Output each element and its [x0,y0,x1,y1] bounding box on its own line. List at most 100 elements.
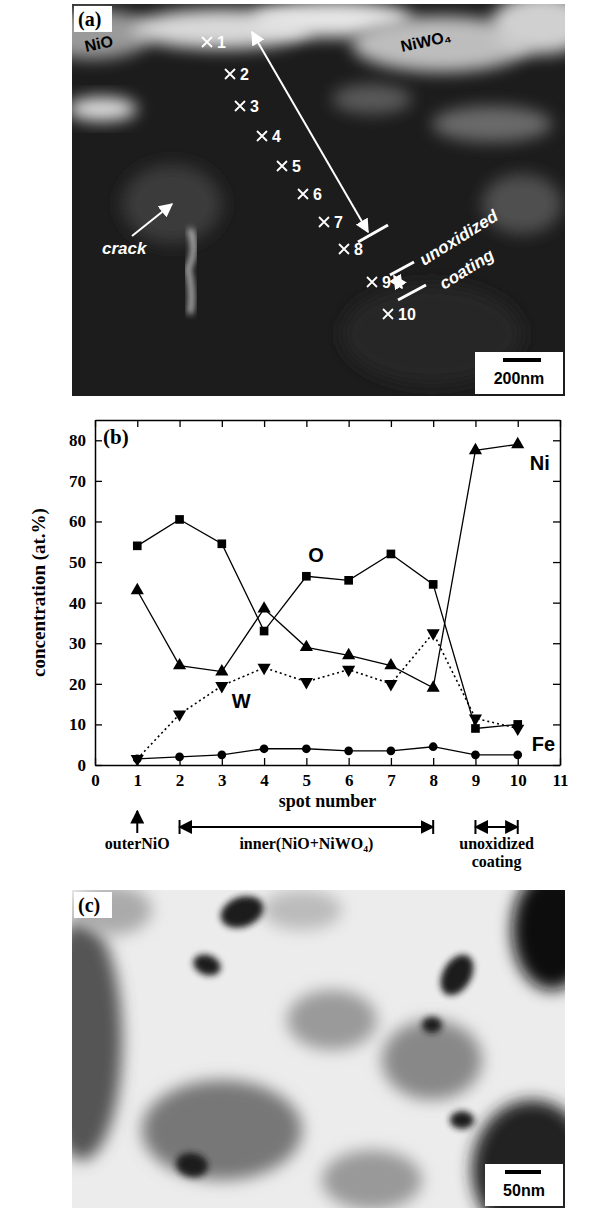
tick-mark [95,481,102,482]
tick-mark [179,420,180,427]
x-axis-tick: 9 [472,758,481,790]
annotation-line: coating [472,853,522,871]
marker [300,640,313,651]
marker [471,750,480,759]
y-axis-right-tick [553,521,560,522]
x-axis-top-tick [475,420,476,427]
tick-mark [264,420,265,427]
y-axis-tick: 60 [69,512,102,531]
tick-mark [95,562,102,563]
tick-mark [306,420,307,427]
marker [427,629,440,640]
image-texture [287,990,377,1050]
y-axis-right-tick [553,562,560,563]
layer-bar [398,285,426,300]
image-texture [472,1100,565,1208]
tick-mark [553,440,560,441]
crack-arrow [132,204,172,236]
scale-box [475,352,563,394]
tick-mark [222,420,223,427]
tick-mark [95,684,102,685]
spot-number: 9 [382,274,391,291]
image-texture [432,106,552,142]
marker [429,580,438,589]
spot-cross [225,69,235,79]
y-axis-tick: 50 [69,553,102,572]
y-axis-title: concentration (at.%) [28,508,50,677]
annotation-bar [517,820,519,834]
annotation-label: outerNiO [105,835,170,852]
spot-number: 1 [217,34,226,51]
marker [302,744,311,753]
tick-mark [95,765,102,766]
phase-label: NiO [83,32,114,55]
tick-label: 50 [69,553,86,572]
y-axis-line [95,421,97,766]
y-axis-right-tick [553,643,560,644]
image-texture [492,4,565,54]
y-axis-right-tick [553,603,560,604]
tick-mark [95,724,102,725]
marker [469,443,482,454]
tick-label: 2 [176,771,185,790]
image-texture [72,890,152,935]
label-box [74,6,112,32]
spot-cross [339,244,349,254]
marker [384,658,397,669]
tick-label: 5 [303,771,312,790]
micrograph-c [72,890,565,1208]
y-axis-right-tick [553,440,560,441]
marker [342,666,355,677]
spot-number: 3 [250,98,259,115]
marker [215,664,228,675]
image-texture [122,164,222,244]
scale-bar [505,1170,541,1174]
annotation-label: unoxidizedcoating [459,835,534,871]
tick-mark [553,481,560,482]
particle [174,1150,210,1179]
y-axis-right-tick [553,481,560,482]
marker [387,550,396,559]
tick-mark [553,684,560,685]
marker [260,744,269,753]
spot-number: 8 [354,241,363,258]
image-texture [262,890,342,930]
series-line [137,633,517,759]
particle [190,951,223,979]
tick-label: 7 [387,771,396,790]
series-label: W [232,690,251,712]
x-axis-tick: 10 [510,758,527,790]
tick-label: 4 [260,771,269,790]
tick-label: 60 [69,512,86,531]
spot-cross [235,101,245,111]
particle [450,1111,474,1129]
spot-cross [298,189,308,199]
phase-label: NiWO₄ [399,28,453,55]
tick-mark [475,420,476,427]
series-label: Fe [532,733,555,755]
x-axis-top-tick [349,420,350,427]
marker [511,725,524,736]
tick-mark [433,420,434,427]
tick-label: 40 [69,594,86,613]
marker [217,750,226,759]
marker [258,664,271,675]
spot-number: 6 [313,186,322,203]
tick-mark [348,420,349,427]
annotation-bar [179,820,181,834]
tick-mark [553,724,560,725]
annotation-arrow [180,826,434,828]
x-axis-top-tick [264,420,265,427]
particle [434,949,480,1001]
tick-mark [433,758,434,765]
image-texture [72,97,137,121]
tick-label: 8 [429,771,438,790]
series-label: O [308,544,324,566]
tick-mark [95,643,102,644]
y-axis-right [553,421,561,766]
annotation-arrow [136,811,138,833]
plot-area [131,437,525,765]
y-axis-tick: 80 [69,431,102,450]
marker [131,755,144,765]
image-texture [142,1080,302,1180]
